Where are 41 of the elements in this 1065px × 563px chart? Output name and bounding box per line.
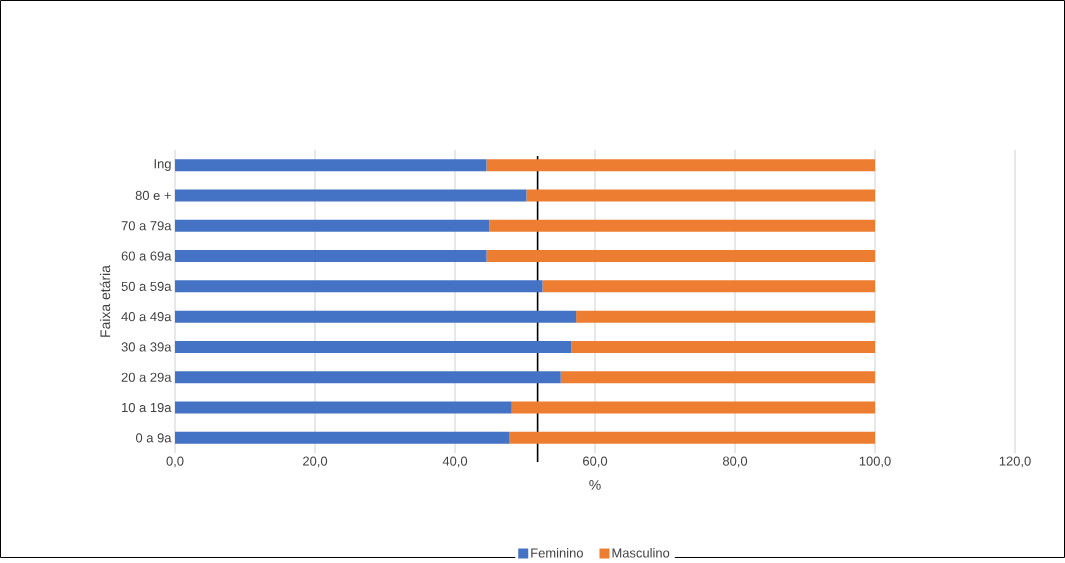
bar <box>486 250 876 263</box>
bar <box>486 159 876 172</box>
legend-label: Masculino <box>612 548 670 558</box>
bar <box>175 280 543 293</box>
bar <box>576 310 876 323</box>
bar <box>526 189 876 202</box>
y-axis-title: Faixa etária <box>99 265 111 337</box>
bar <box>489 219 876 232</box>
bar <box>175 401 512 414</box>
y-tick-label: Ing <box>154 159 171 171</box>
bar <box>175 189 527 202</box>
x-tick-label: 60,0 <box>583 456 608 468</box>
bar <box>175 219 490 232</box>
bar <box>571 340 876 353</box>
bar <box>542 280 876 293</box>
x-tick-label: 80,0 <box>722 456 748 468</box>
bar <box>175 159 487 172</box>
bar <box>560 371 876 384</box>
y-tick-label: 40 a 49a <box>121 312 172 322</box>
x-tick-label: 40,0 <box>442 456 468 468</box>
bar <box>509 431 876 444</box>
bar <box>175 340 572 353</box>
y-tick-label: 10 a 19a <box>122 402 172 413</box>
x-axis-title: % <box>589 480 601 490</box>
x-tick-label: 20,0 <box>303 456 328 468</box>
y-tick-label: 20 a 29a <box>121 372 172 382</box>
legend-label: Feminino <box>531 548 583 558</box>
x-tick-label: 120,0 <box>999 456 1031 468</box>
bar <box>175 431 510 444</box>
bar <box>175 310 577 323</box>
bar <box>175 371 561 384</box>
x-tick-label: 0,0 <box>166 456 184 468</box>
bar <box>175 250 487 263</box>
bar <box>511 401 876 414</box>
y-tick-label: 70 a 79a <box>121 221 172 231</box>
y-tick-label: 30 a 39a <box>121 342 172 352</box>
x-tick-label: 100,0 <box>859 456 891 468</box>
y-tick-label: 80 e + <box>135 190 171 201</box>
y-tick-label: 50 a 59a <box>121 281 172 291</box>
y-tick-label: 0 a 9a <box>135 433 172 443</box>
y-tick-label: 60 a 69a <box>121 251 172 261</box>
